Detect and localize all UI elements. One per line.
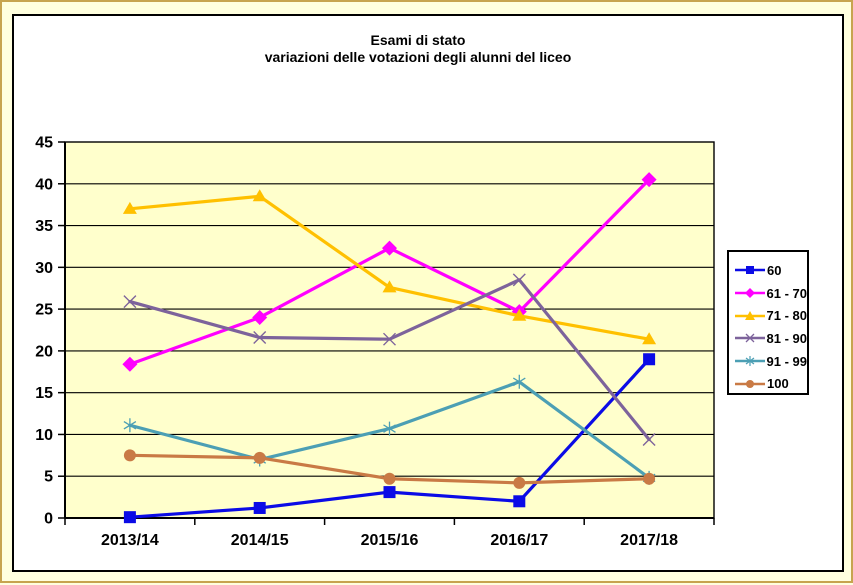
legend-label: 81 - 90 — [766, 330, 807, 346]
legend: 60 61 - 70 71 - 80 81 - 90 91 - 99 100 — [727, 250, 809, 395]
legend-item: 60 — [734, 259, 807, 282]
legend-label: 71 - 80 — [766, 308, 807, 324]
legend-marker-diamond — [735, 288, 765, 299]
legend-item: 61 - 70 — [734, 282, 807, 305]
legend-marker-glyph — [745, 333, 755, 343]
legend-item: 71 - 80 — [734, 304, 807, 327]
chart-title: Esami di stato variazioni delle votazion… — [2, 32, 834, 66]
legend-marker-glyph — [745, 356, 755, 367]
legend-label: 61 - 70 — [766, 285, 807, 301]
chart-frame — [12, 14, 844, 572]
legend-marker-circle — [735, 379, 765, 388]
legend-marker-x — [735, 333, 765, 343]
chart-title-line1: Esami di stato — [370, 32, 466, 48]
legend-marker-triangle — [735, 310, 765, 320]
legend-marker-glyph — [746, 379, 754, 388]
legend-marker-star — [735, 356, 765, 367]
legend-item: 91 - 99 — [734, 350, 807, 373]
legend-label: 91 - 99 — [766, 353, 807, 369]
legend-item: 81 - 90 — [734, 327, 807, 350]
legend-marker-square — [735, 266, 765, 275]
legend-marker-glyph — [745, 288, 755, 299]
legend-label: 60 — [767, 262, 782, 278]
legend-item: 100 — [734, 372, 807, 395]
legend-marker-glyph — [745, 310, 755, 320]
legend-marker-glyph — [746, 266, 754, 275]
chart-title-line2: variazioni delle votazioni degli alunni … — [264, 49, 572, 65]
legend-label: 100 — [767, 376, 789, 392]
